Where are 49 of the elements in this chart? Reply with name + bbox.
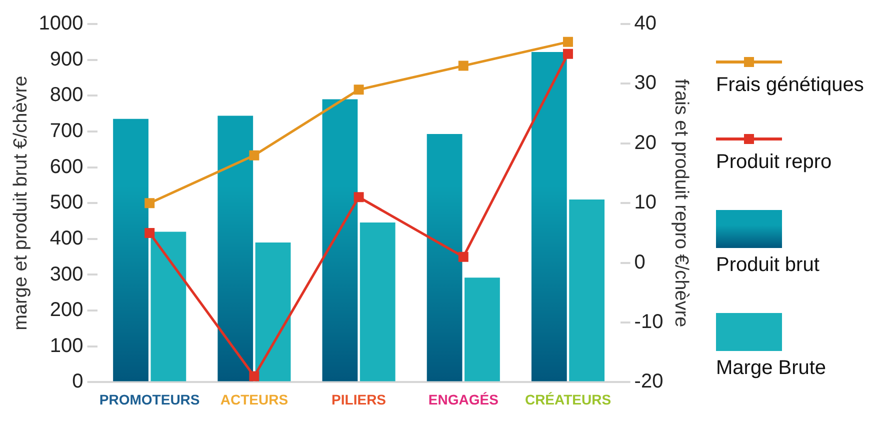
point <box>458 252 468 262</box>
bar <box>464 278 500 382</box>
point <box>354 192 364 202</box>
point <box>458 60 468 71</box>
point <box>563 48 573 59</box>
legend-label: Produit brut <box>716 254 820 277</box>
y2-tick-label: 0 <box>634 251 646 274</box>
x-tick-label: PILIERS <box>332 391 386 408</box>
x-tick-label: ACTEURS <box>220 391 288 408</box>
bar <box>322 99 358 382</box>
legend-label: Marge Brute <box>716 357 828 380</box>
point <box>144 228 155 238</box>
bar <box>218 116 254 382</box>
y2-tick-label: 40 <box>634 12 657 35</box>
x-tick-label: CRÉATEURS <box>524 391 612 408</box>
y-tick-label: 900 <box>50 48 84 70</box>
x-tick-label: ENGAGÉS <box>428 391 498 408</box>
y2-tick-label: 30 <box>634 72 657 94</box>
y2-tick-label: -20 <box>634 370 664 393</box>
y2-tick-label: 20 <box>634 132 657 154</box>
bar <box>426 134 462 382</box>
y-tick-label: 100 <box>50 334 84 357</box>
y-tick-label: 800 <box>50 84 84 106</box>
bar <box>150 232 186 382</box>
y-tick-label: 500 <box>50 192 84 214</box>
bar <box>569 200 605 382</box>
bar <box>360 222 396 382</box>
y-tick-label: 0 <box>72 370 84 393</box>
point <box>249 371 260 382</box>
point <box>144 198 155 208</box>
y2-axis-title: frais et produit repro €/chèvre <box>670 79 692 328</box>
y-tick-label: 300 <box>50 263 84 286</box>
x-tick-label: PROMOTEURS <box>99 391 200 408</box>
y-tick-label: 600 <box>50 156 84 178</box>
y-tick-label: 200 <box>50 299 84 322</box>
y-axis-title: marge et produit brut €/chèvre <box>10 76 32 330</box>
bar <box>113 118 148 382</box>
point <box>249 150 260 160</box>
y-tick-label: 700 <box>50 120 84 142</box>
legend-label: Frais génétiques <box>716 74 864 97</box>
bar <box>531 52 567 382</box>
point <box>354 84 364 95</box>
y2-tick-label: -10 <box>634 311 664 334</box>
y2-tick-label: 10 <box>634 192 657 214</box>
y-tick-label: 400 <box>50 227 84 250</box>
legend-label: Produit repro <box>716 151 833 174</box>
y-tick-label: 1000 <box>38 12 84 35</box>
bar <box>255 242 291 382</box>
point <box>563 36 573 47</box>
